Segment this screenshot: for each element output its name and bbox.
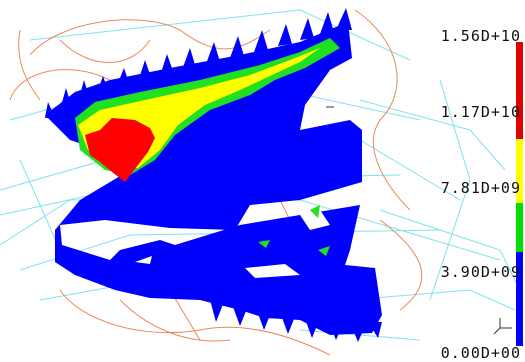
legend-label-4: 3.90D+09 [440,263,521,281]
legend-label-max: 1.56D+10 [440,27,521,45]
teeth-top [45,8,352,118]
legend-label-min: 0.00D+00 [440,344,521,362]
legend-band-blue [516,252,523,346]
triad-icon [493,318,512,335]
legend-label-3: 7.81D+09 [440,179,521,197]
holes [135,210,330,278]
legend-band-red [516,42,523,139]
legend-band-yellow [516,139,523,203]
fem-model-body [45,22,382,335]
teeth-bottom [210,300,382,342]
legend-label-2: 1.17D+10 [440,103,521,121]
legend-color-bar [516,42,523,346]
legend-band-green [516,203,523,252]
contour-red [85,118,155,182]
